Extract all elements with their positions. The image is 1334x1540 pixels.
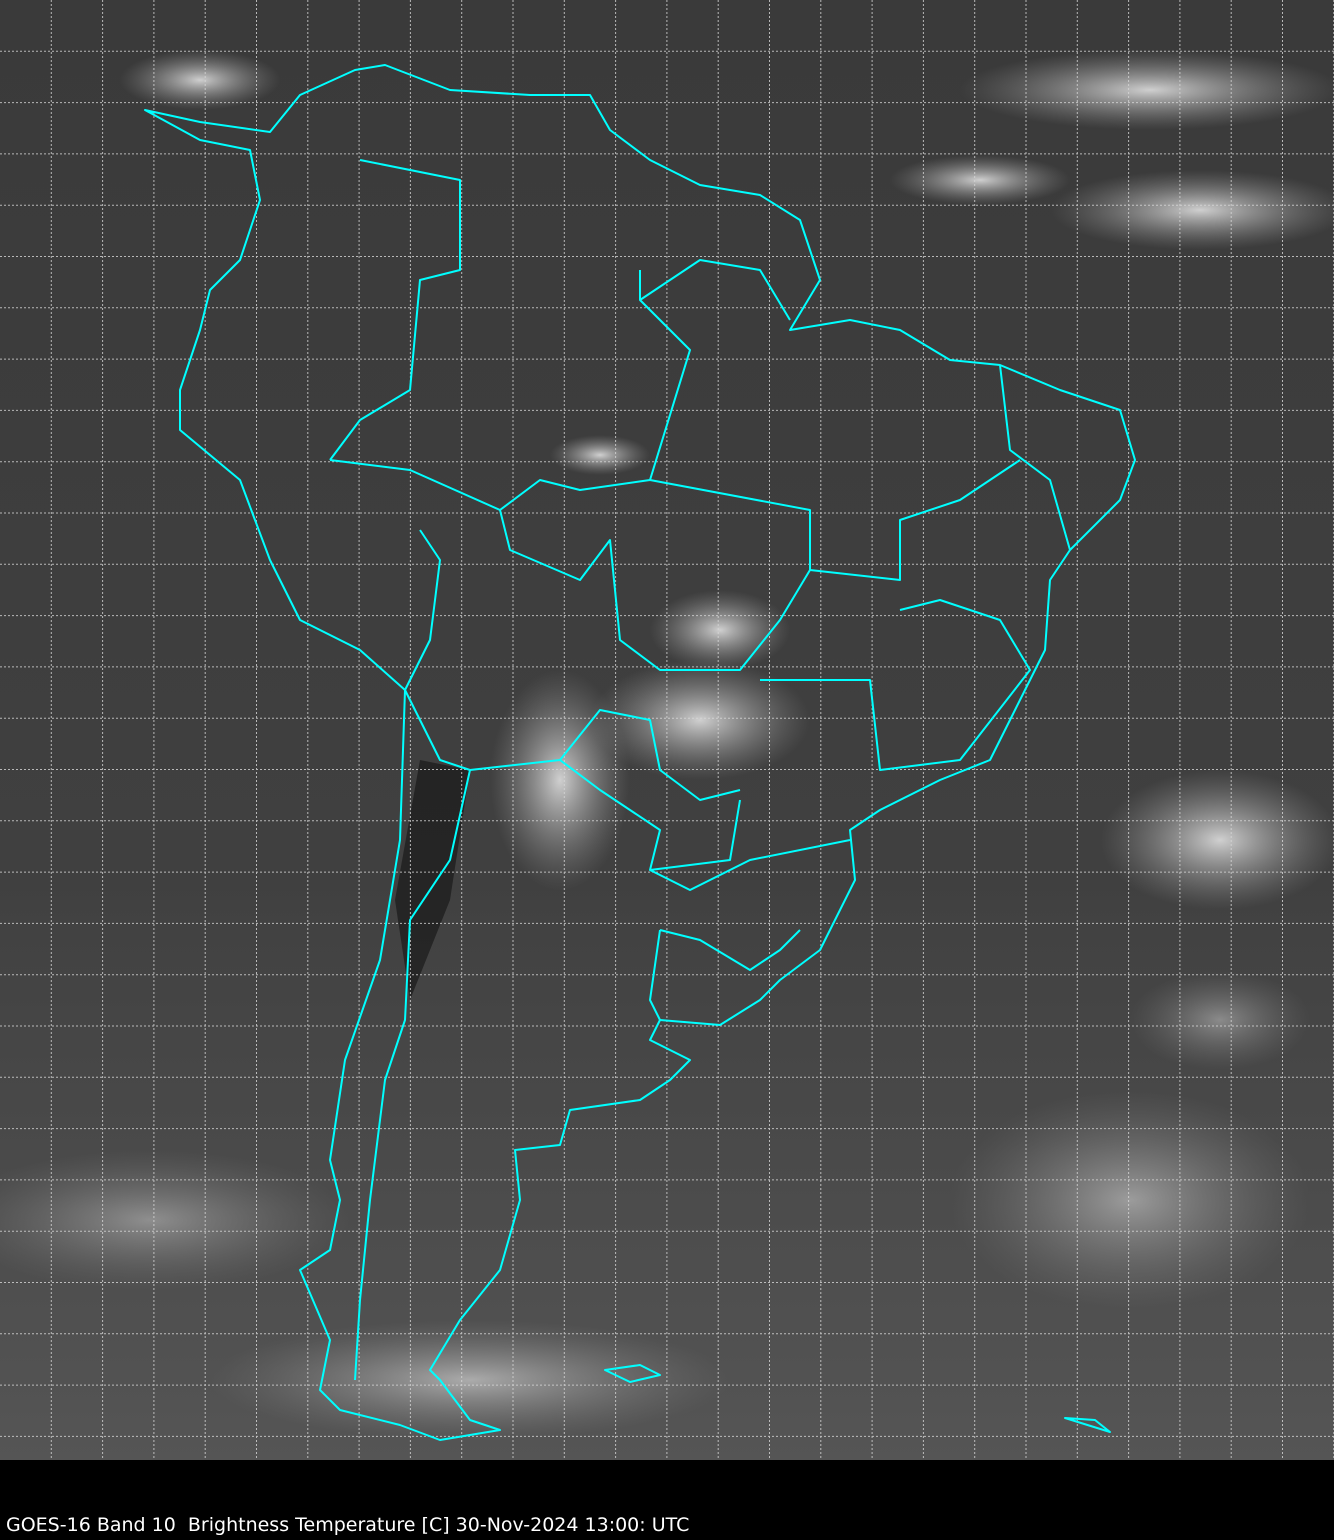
country-borders: [144, 64, 1136, 1441]
south-america-coastline: [144, 64, 1136, 1441]
south-georgia: [1064, 1417, 1111, 1433]
image-caption: GOES-16 Band 10 Brightness Temperature […: [6, 1514, 690, 1536]
inland-borders: [329, 159, 1071, 1021]
andes-dry-shadow: [395, 760, 470, 1000]
satellite-map: [0, 0, 1334, 1460]
andes-border: [354, 529, 471, 1381]
falkland-islands: [604, 1364, 661, 1383]
lat-lon-grid: [0, 0, 1334, 1460]
